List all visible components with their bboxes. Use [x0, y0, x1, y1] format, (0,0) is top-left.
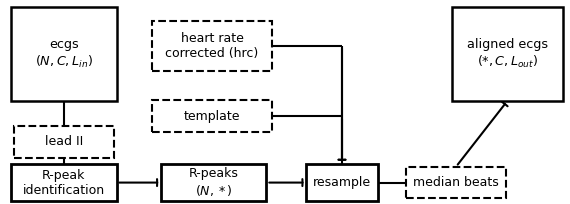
Text: aligned ecgs
$(*, C, L_{out})$: aligned ecgs $(*, C, L_{out})$ — [467, 38, 548, 70]
FancyBboxPatch shape — [152, 21, 272, 71]
Text: resample: resample — [313, 176, 371, 189]
Text: R-peak
identification: R-peak identification — [23, 169, 105, 197]
FancyBboxPatch shape — [11, 164, 117, 202]
FancyBboxPatch shape — [14, 126, 114, 157]
FancyBboxPatch shape — [11, 7, 117, 101]
FancyBboxPatch shape — [307, 164, 377, 202]
Text: R-peaks
$(N, *)$: R-peaks $(N, *)$ — [189, 167, 239, 198]
FancyBboxPatch shape — [161, 164, 266, 202]
Text: lead II: lead II — [44, 135, 83, 148]
Text: heart rate
corrected (hrc): heart rate corrected (hrc) — [165, 32, 259, 60]
Text: template: template — [184, 110, 241, 123]
FancyBboxPatch shape — [406, 167, 506, 198]
Text: median beats: median beats — [413, 176, 499, 189]
FancyBboxPatch shape — [451, 7, 563, 101]
Text: ecgs
$(N, C, L_{in})$: ecgs $(N, C, L_{in})$ — [35, 38, 93, 70]
FancyBboxPatch shape — [152, 101, 272, 132]
